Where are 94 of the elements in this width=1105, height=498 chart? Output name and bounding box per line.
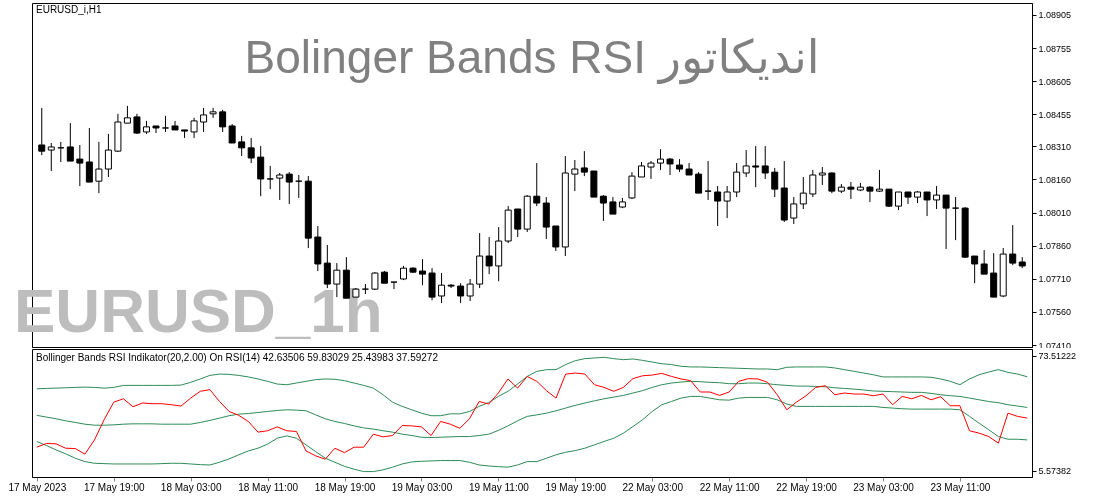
y-tick-label: 1.07860 — [1038, 241, 1072, 252]
candlestick — [66, 122, 74, 162]
candlestick — [95, 141, 103, 194]
x-tick-label: 18 May 11:00 — [238, 481, 299, 493]
candlestick — [1009, 224, 1017, 266]
candlestick — [533, 162, 541, 207]
y-tick-label: 1.07710 — [1038, 274, 1072, 285]
y-tick-label: 1.08755 — [1038, 43, 1072, 54]
candlestick — [47, 142, 55, 172]
candlestick — [704, 160, 712, 201]
candlestick — [752, 145, 760, 188]
candlestick — [733, 162, 741, 198]
x-tick-label: 19 May 11:00 — [468, 481, 530, 493]
candlestick — [714, 185, 722, 227]
x-tick-label: 22 May 19:00 — [776, 481, 838, 493]
candlestick — [209, 107, 217, 119]
candlestick — [38, 107, 46, 156]
candlestick — [761, 145, 769, 180]
candlestick — [266, 165, 274, 190]
candlestick — [104, 133, 112, 178]
candlestick — [190, 117, 198, 139]
line-series — [36, 380, 1028, 439]
x-tick-label: 19 May 03:00 — [391, 481, 453, 493]
x-tick-label: 23 May 11:00 — [930, 481, 991, 493]
x-tick-label: 17 May 2023 — [8, 481, 67, 493]
y-tick-label: 1.07410 — [1038, 340, 1072, 351]
chart-title: Bollinger Bands RSI Indikator(20,2.00) On RSI(14) 42.63506 59.83029 25.43983 37.59272 — [36, 352, 439, 363]
candlestick — [76, 144, 84, 187]
candlestick — [247, 137, 255, 164]
candlestick — [580, 150, 588, 177]
annotation: EURUSD_i,H1 — [36, 4, 103, 15]
line-series — [36, 395, 1028, 473]
candlestick — [799, 176, 807, 210]
x-tick-label: 19 May 19:00 — [545, 481, 607, 493]
candlestick — [952, 196, 960, 241]
candlestick — [742, 149, 750, 178]
candlestick — [866, 185, 874, 203]
candlestick — [390, 281, 398, 290]
y-tick-label: 1.08160 — [1038, 174, 1072, 185]
x-tick-label: 17 May 19:00 — [83, 481, 145, 493]
candlestick — [723, 185, 731, 219]
candlestick — [438, 272, 446, 304]
candlestick — [276, 172, 284, 201]
candlestick — [923, 191, 931, 217]
candlestick — [695, 171, 703, 194]
candlestick — [599, 194, 607, 222]
y-tick-label: 73.51222 — [1038, 351, 1077, 362]
candlestick — [457, 282, 465, 304]
x-tick-label: 23 May 03:00 — [853, 481, 915, 493]
candlestick — [219, 109, 227, 133]
candlestick — [933, 185, 941, 210]
candlestick — [657, 148, 665, 171]
candlestick — [894, 191, 902, 211]
candlestick — [133, 113, 141, 135]
candlestick — [238, 135, 246, 157]
x-tick-label: 22 May 11:00 — [699, 481, 760, 493]
candlestick — [666, 157, 674, 176]
candlestick — [628, 171, 636, 200]
candlestick — [790, 196, 798, 225]
candlestick — [323, 244, 331, 289]
candlestick — [485, 236, 493, 275]
y-tick-label: 1.08455 — [1038, 109, 1072, 120]
y-tick-label: 1.08605 — [1038, 76, 1072, 87]
y-tick-label: 1.08010 — [1038, 208, 1072, 219]
candlestick — [152, 125, 160, 134]
line-series — [36, 372, 1028, 460]
candlestick — [200, 107, 208, 133]
candlestick — [847, 181, 855, 200]
candlestick — [447, 283, 455, 289]
candlestick — [647, 160, 655, 180]
candlestick — [228, 123, 236, 144]
candlestick — [419, 258, 427, 286]
candlestick — [904, 191, 912, 205]
candlestick — [942, 194, 950, 250]
y-tick-label: 1.08310 — [1038, 141, 1072, 152]
x-tick-label: 18 May 19:00 — [314, 481, 376, 493]
candlestick — [771, 167, 779, 198]
text: Bolinger Bands RSI اندیکاتور — [244, 31, 820, 85]
x-tick-label: 18 May 03:00 — [160, 481, 222, 493]
y-tick-label: 1.08905 — [1038, 10, 1072, 21]
candlestick — [552, 225, 560, 252]
candlestick — [809, 169, 817, 198]
candlestick — [980, 249, 988, 275]
candlestick — [85, 127, 93, 183]
x-tick-label: 22 May 03:00 — [622, 481, 684, 493]
candlestick — [514, 208, 522, 238]
candlestick — [828, 171, 836, 194]
candlestick — [571, 159, 579, 192]
candlestick — [257, 145, 265, 197]
candlestick — [285, 171, 293, 205]
candlestick — [971, 255, 979, 284]
candlestick — [466, 278, 474, 302]
y-tick-label: 1.07560 — [1038, 307, 1072, 318]
y-tick-label: 5.57382 — [1038, 466, 1072, 477]
